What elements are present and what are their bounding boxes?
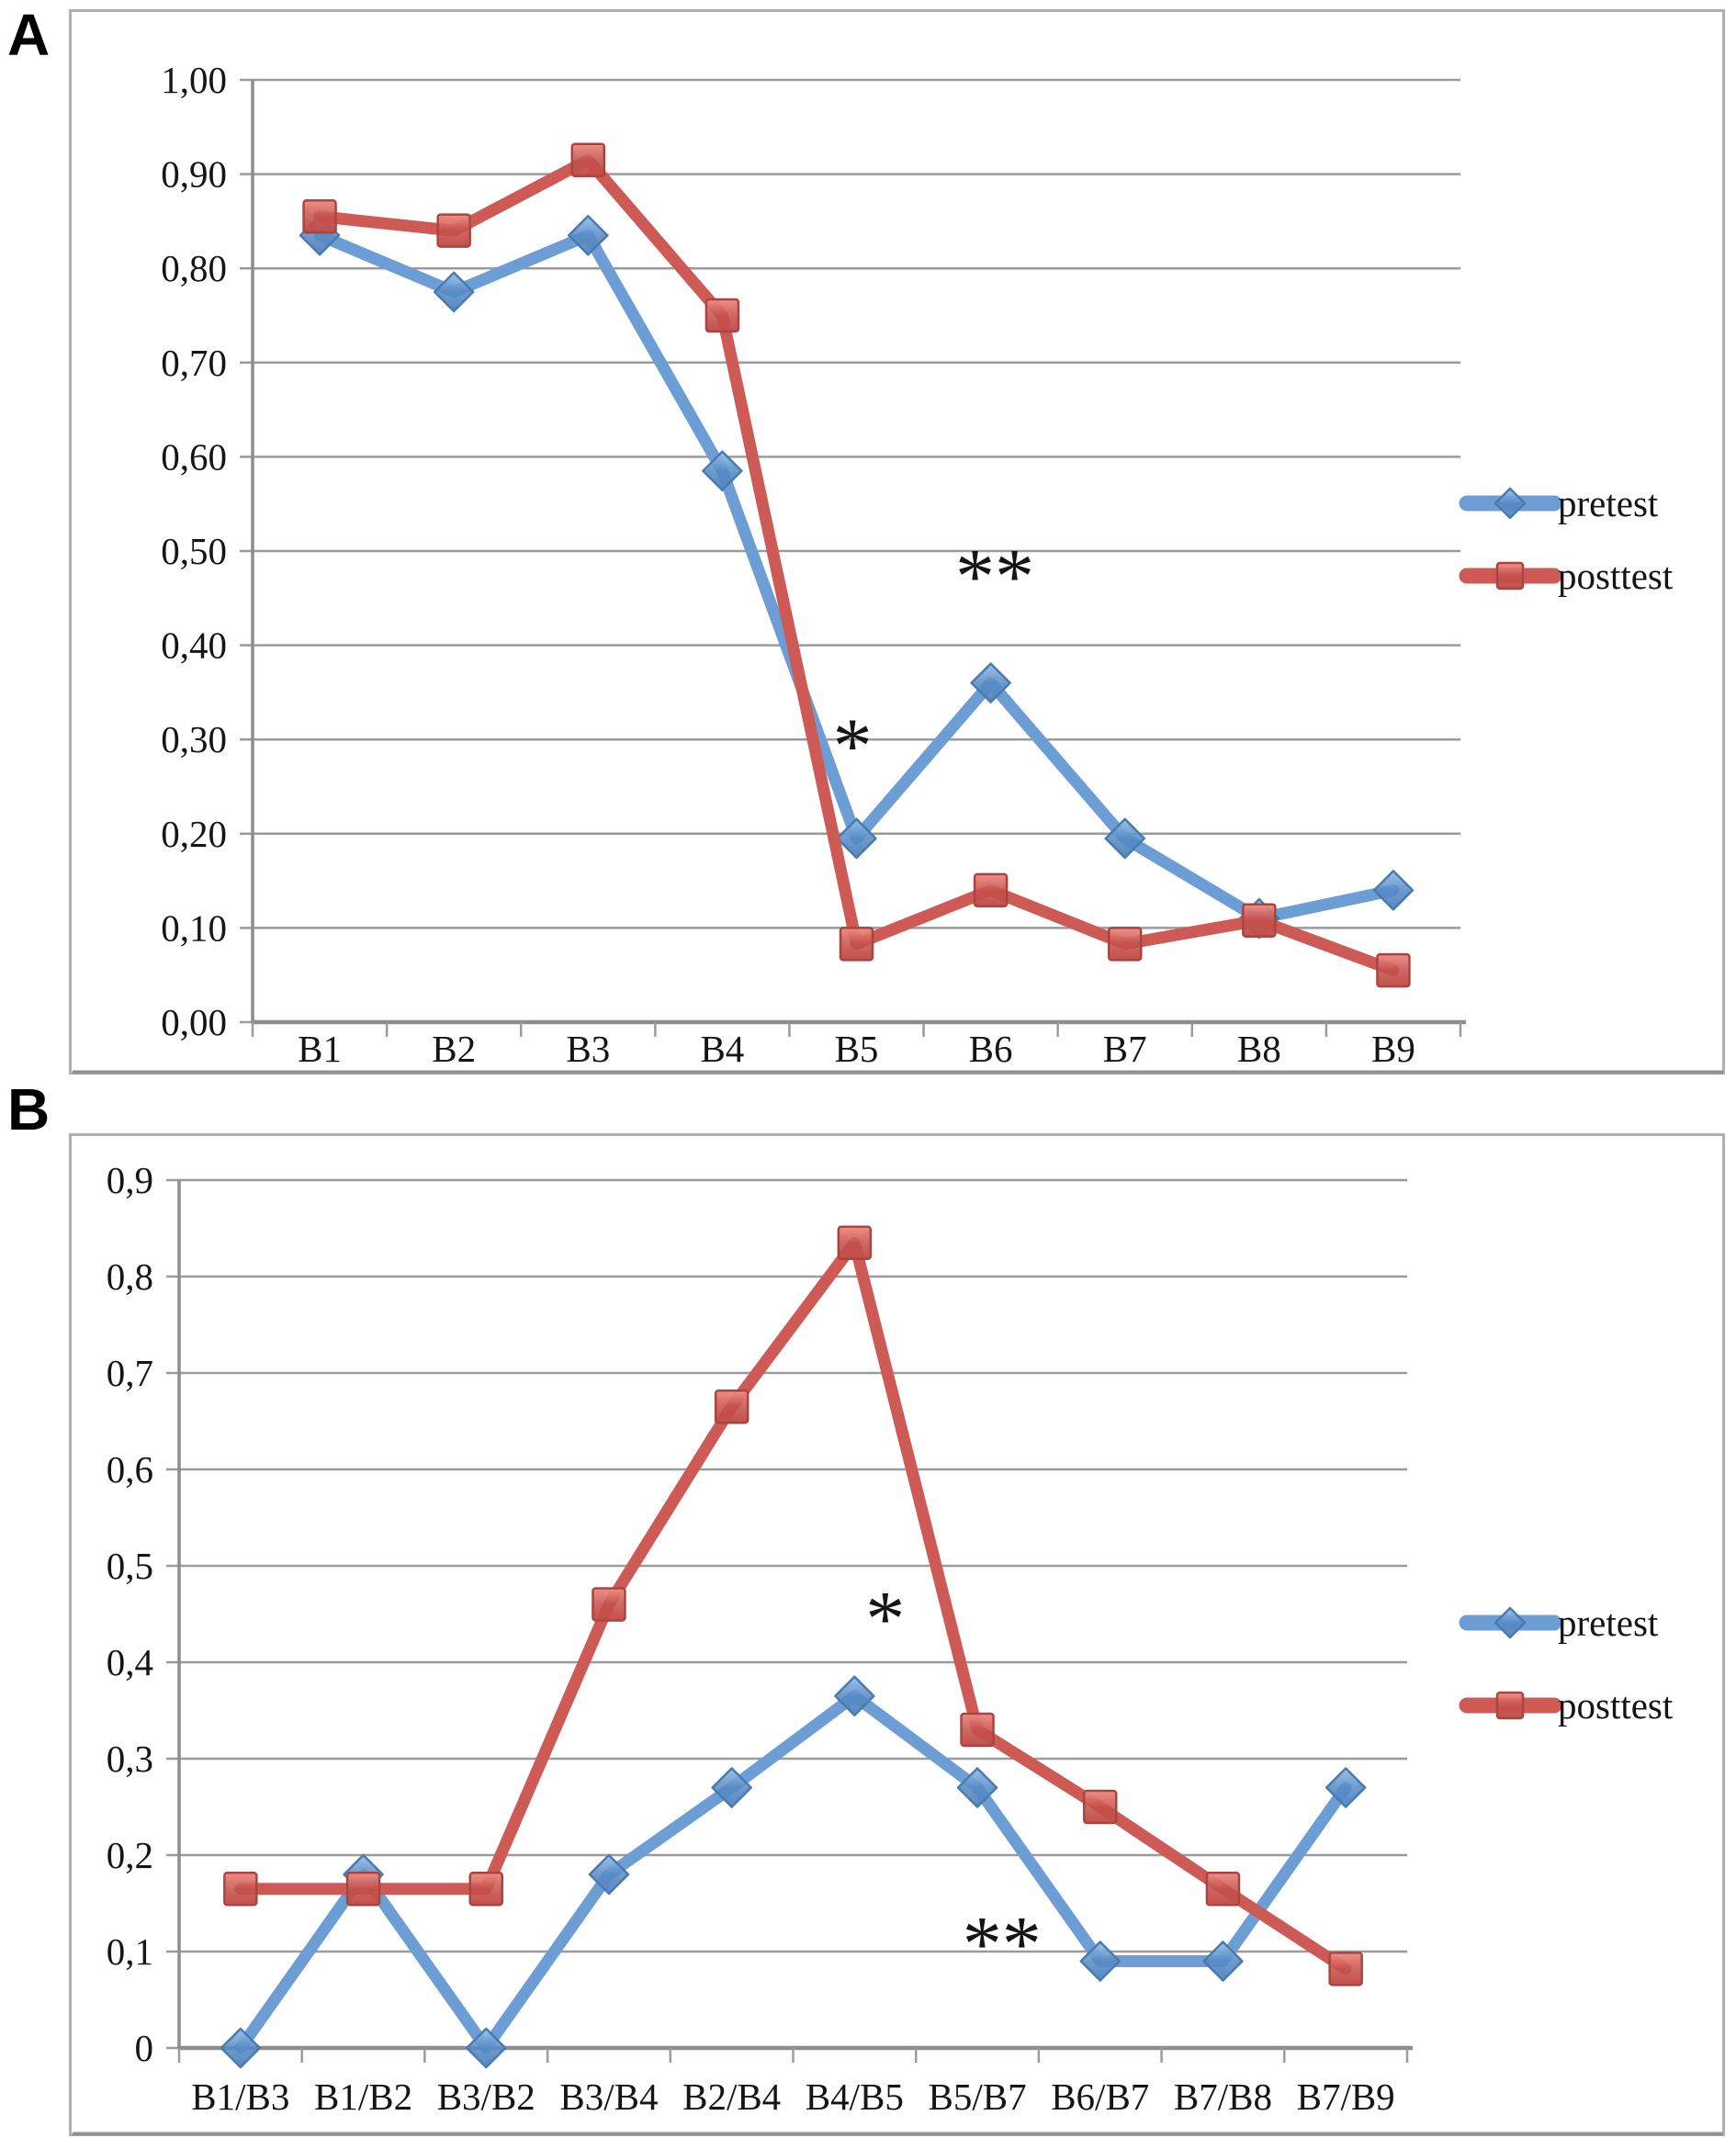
y-tick-label: 0,40 xyxy=(161,624,227,667)
pretest-marker xyxy=(1202,1941,1244,1982)
posttest-marker xyxy=(1242,903,1277,938)
pretest-marker xyxy=(956,1767,998,1808)
pretest-marker xyxy=(970,662,1011,703)
x-tick-label: B4/B5 xyxy=(806,2076,904,2118)
panel-b-label: B xyxy=(7,1076,51,1142)
y-tick-label: 0,90 xyxy=(161,153,227,196)
posttest-marker xyxy=(436,213,471,248)
posttest-marker xyxy=(302,199,337,234)
y-tick-label: 0,3 xyxy=(107,1738,153,1780)
posttest-marker xyxy=(1205,1872,1241,1907)
x-tick-label: B2/B4 xyxy=(682,2076,781,2118)
posttest-marker xyxy=(1083,1789,1118,1825)
x-tick-label: B1/B3 xyxy=(191,2076,289,2118)
legend-pretest-marker xyxy=(1494,487,1527,520)
posttest-marker xyxy=(1107,927,1143,962)
x-tick-label: B5/B7 xyxy=(929,2076,1027,2118)
legend-posttest-label: posttest xyxy=(1558,555,1674,597)
y-tick-label: 0,70 xyxy=(161,342,227,384)
legend-pretest-marker xyxy=(1494,1606,1527,1639)
pretest-marker xyxy=(1079,1941,1121,1982)
legend-posttest-marker xyxy=(1495,561,1525,591)
legend-pretest-label: pretest xyxy=(1558,1602,1659,1644)
x-tick-label: B2 xyxy=(432,1028,476,1070)
y-tick-label: 1,00 xyxy=(161,59,227,101)
legend-pretest-label: pretest xyxy=(1558,482,1659,524)
significance-annotation: ** xyxy=(963,1899,1042,1987)
x-tick-label: B1 xyxy=(298,1028,342,1070)
x-tick-label: B7 xyxy=(1103,1028,1147,1070)
posttest-marker xyxy=(973,872,1009,908)
y-tick-label: 0,6 xyxy=(107,1448,153,1491)
panel-a-label: A xyxy=(7,2,51,68)
y-tick-label: 0,10 xyxy=(161,906,227,949)
significance-annotation: * xyxy=(833,702,873,790)
x-tick-label: B7/B8 xyxy=(1174,2076,1272,2118)
y-tick-label: 0,80 xyxy=(161,247,227,289)
posttest-marker xyxy=(705,298,740,333)
x-tick-label: B4 xyxy=(700,1028,744,1070)
y-tick-label: 0,5 xyxy=(107,1545,153,1587)
x-tick-label: B6/B7 xyxy=(1051,2076,1149,2118)
y-tick-label: 0,00 xyxy=(161,1001,227,1043)
posttest-marker xyxy=(223,1872,258,1907)
pretest-marker xyxy=(1372,870,1415,911)
y-tick-label: 0,2 xyxy=(107,1834,153,1876)
pretest-marker xyxy=(711,1767,752,1808)
pretest-marker xyxy=(702,450,743,492)
y-tick-label: 0,8 xyxy=(107,1255,153,1298)
y-tick-label: 0,60 xyxy=(161,435,227,478)
pretest-marker xyxy=(1104,817,1145,860)
y-tick-label: 0,20 xyxy=(161,813,227,855)
panel-border xyxy=(69,9,1725,1074)
posttest-series-line xyxy=(234,1236,1352,1975)
posttest-marker xyxy=(837,1225,873,1260)
pretest-marker xyxy=(433,271,475,313)
y-tick-label: 0,50 xyxy=(161,530,227,572)
x-tick-label: B6 xyxy=(969,1028,1013,1070)
posttest-marker xyxy=(1328,1952,1363,1986)
significance-annotation: * xyxy=(865,1574,905,1662)
legend-posttest-marker xyxy=(1495,1691,1525,1720)
panel-a-chart: 0,00 0,10 0,20 0,30 0,40 0,50 0,60 0,70 0,80 0,90… xyxy=(69,9,1725,1074)
x-tick-label: B9 xyxy=(1371,1028,1415,1070)
posttest-marker xyxy=(960,1712,995,1748)
posttest-marker xyxy=(570,142,606,177)
significance-annotation: ** xyxy=(955,533,1034,621)
y-tick-label: 0,4 xyxy=(107,1641,153,1683)
legend-posttest-label: posttest xyxy=(1558,1684,1674,1727)
x-tick-label: B3 xyxy=(566,1028,610,1070)
pretest-marker xyxy=(836,817,877,860)
x-tick-label: B8 xyxy=(1237,1028,1281,1070)
panel-border xyxy=(69,1133,1725,2136)
x-tick-label: B1/B2 xyxy=(314,2076,412,2118)
pretest-marker xyxy=(568,215,609,256)
pretest-marker xyxy=(466,2027,507,2069)
pretest-series-line xyxy=(234,1690,1352,2054)
posttest-marker xyxy=(345,1872,381,1907)
posttest-marker xyxy=(839,927,874,962)
y-tick-label: 0 xyxy=(135,2027,154,2069)
pretest-marker xyxy=(220,2027,262,2069)
pretest-marker xyxy=(588,1853,630,1896)
pretest-marker xyxy=(834,1675,875,1716)
y-tick-label: 0,7 xyxy=(107,1352,153,1394)
y-tick-label: 0,1 xyxy=(107,1930,153,1973)
posttest-marker xyxy=(592,1587,626,1622)
posttest-marker xyxy=(468,1872,503,1907)
x-tick-label: B7/B9 xyxy=(1297,2076,1395,2118)
x-tick-label: B3/B4 xyxy=(559,2076,658,2118)
pretest-marker xyxy=(1325,1767,1367,1808)
posttest-marker xyxy=(714,1390,750,1424)
panel-b-chart: 0 0,1 0,2 0,3 0,4 0,5 0,6 0,7 0,8 0,9 B1/B3 B1/B2 B3… xyxy=(69,1133,1725,2136)
x-tick-label: B5 xyxy=(835,1028,879,1070)
y-tick-label: 0,9 xyxy=(107,1159,153,1201)
y-tick-label: 0,30 xyxy=(161,718,227,760)
posttest-marker xyxy=(1376,952,1411,988)
x-tick-label: B3/B2 xyxy=(437,2076,535,2118)
